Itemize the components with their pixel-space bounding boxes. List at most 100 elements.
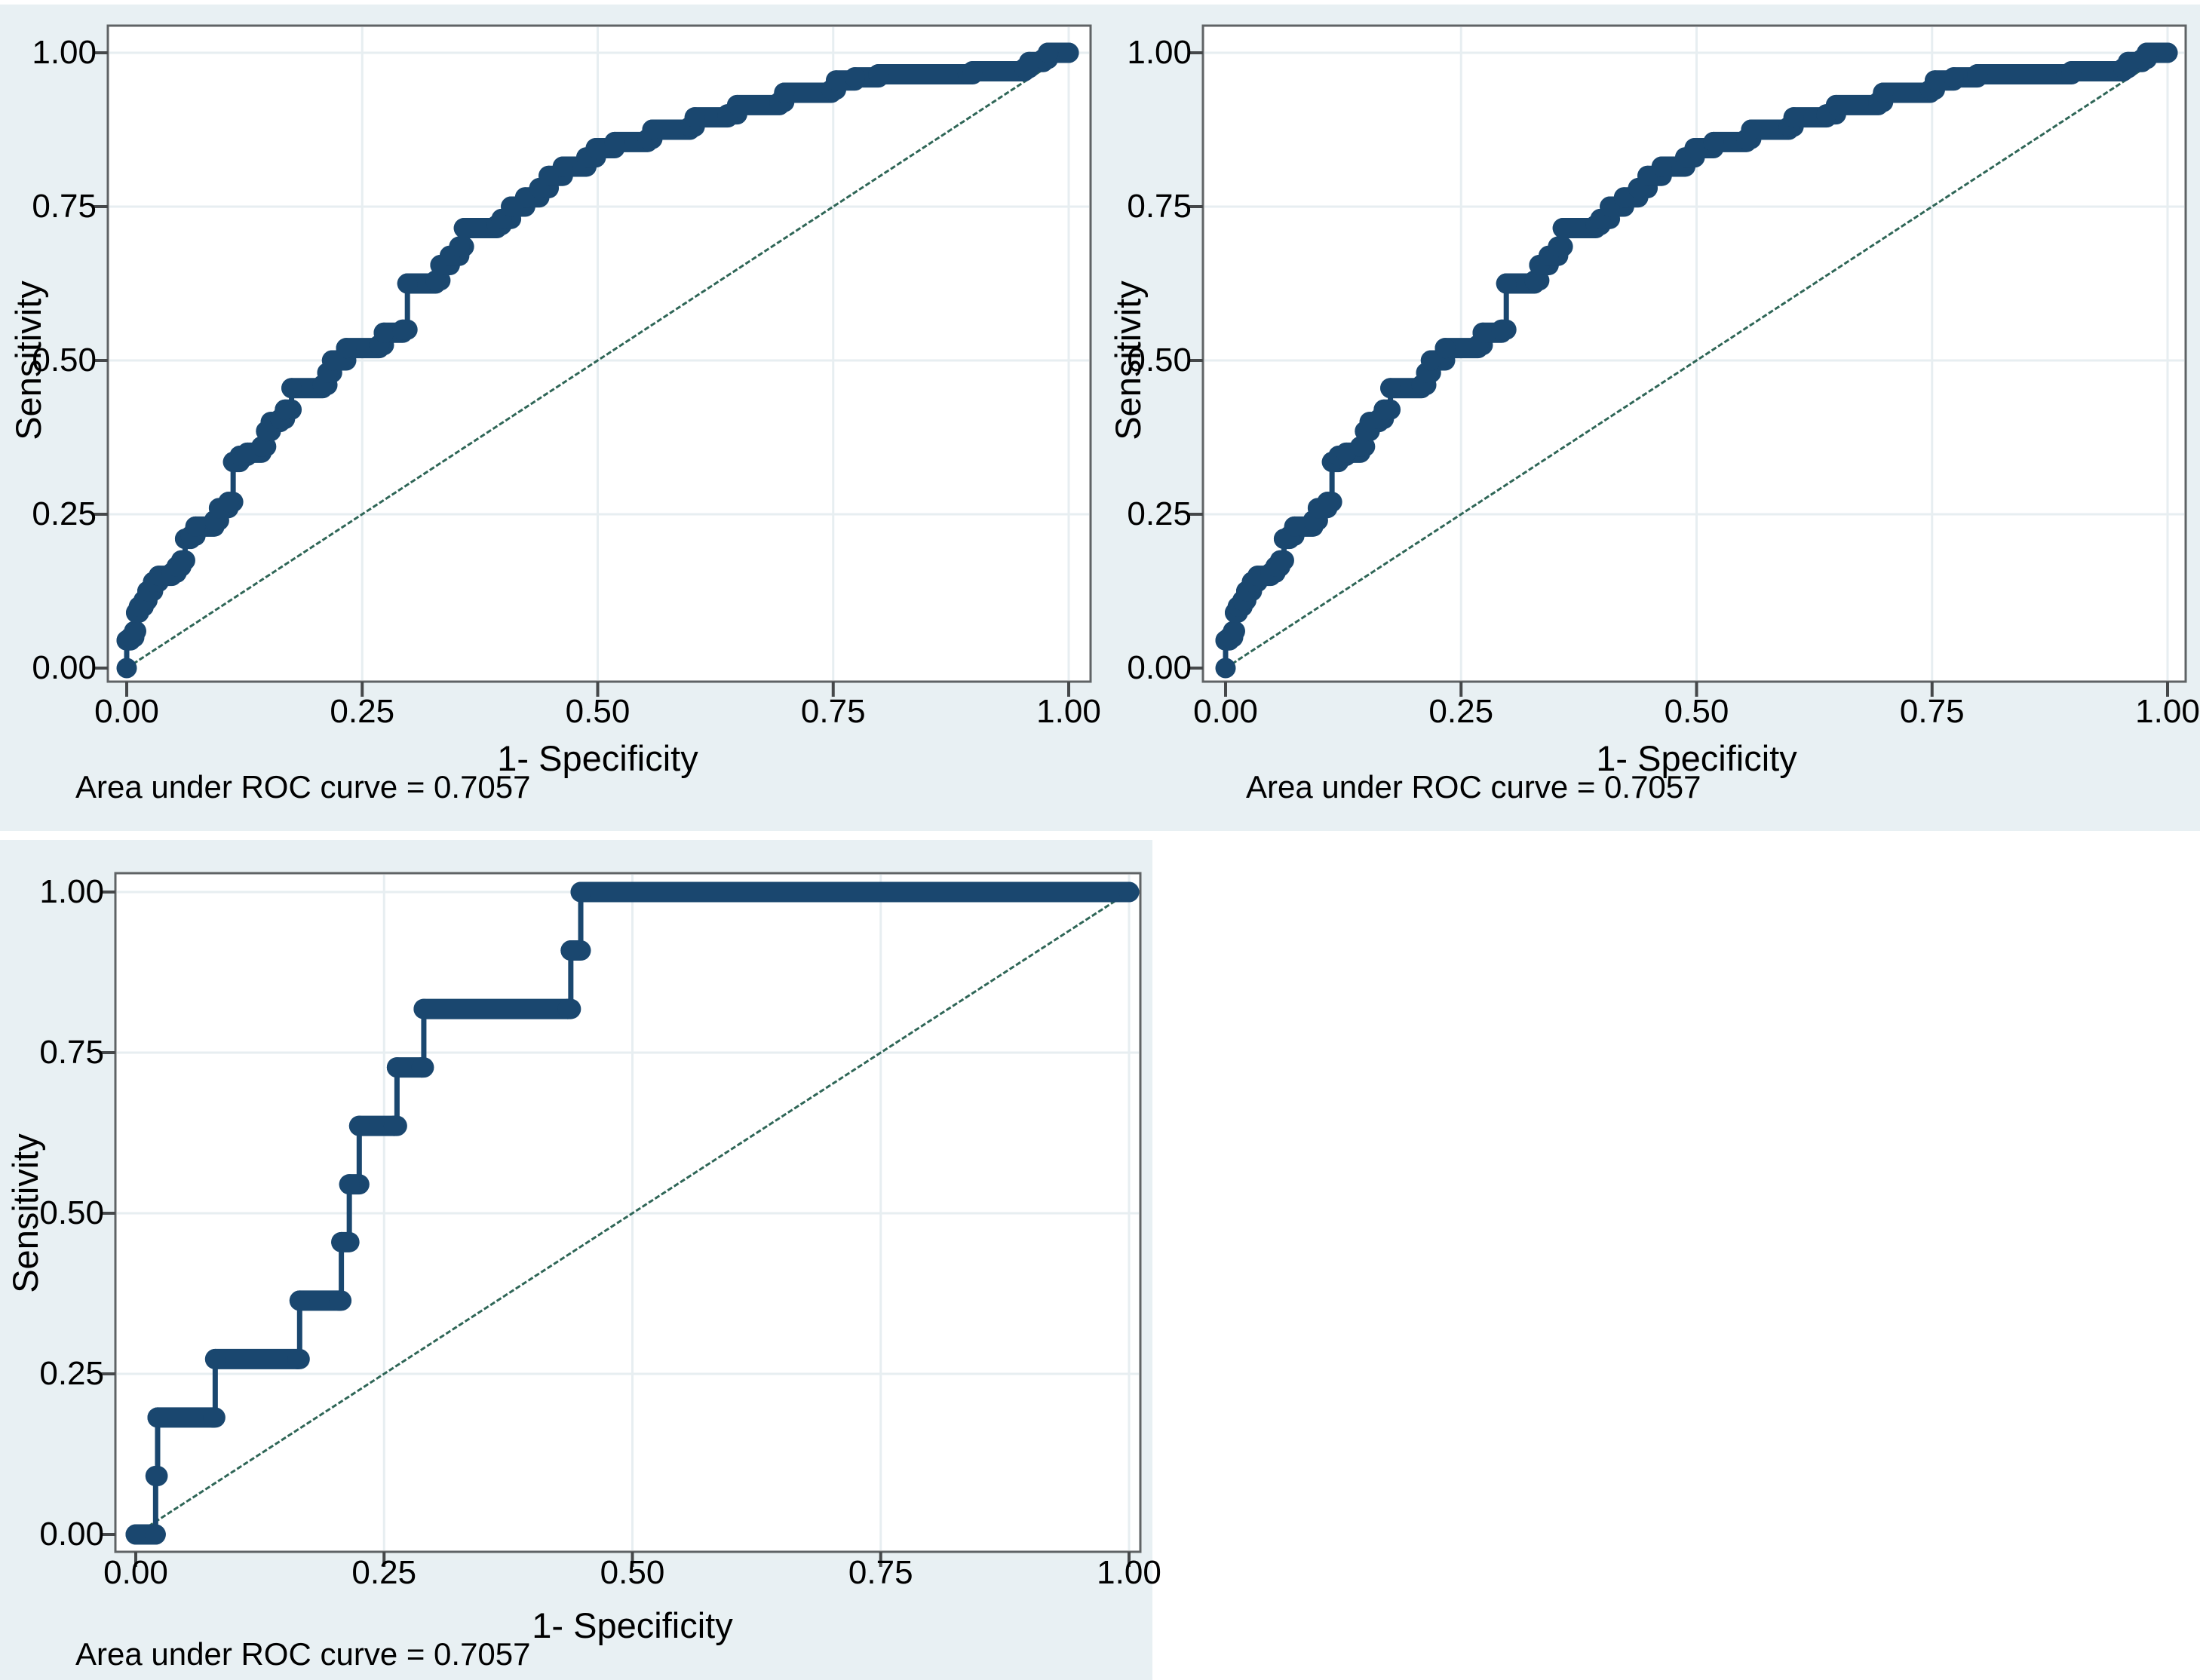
roc-data-point	[203, 1407, 224, 1428]
roc-data-point	[218, 492, 239, 513]
x-tick-label: 1.00	[1036, 693, 1101, 730]
roc-data-point	[386, 1057, 407, 1078]
roc-data-point	[339, 1174, 360, 1195]
roc-data-point	[1472, 322, 1493, 343]
roc-data-point	[329, 1290, 350, 1311]
roc-data-point	[774, 82, 795, 103]
x-tick-label: 0.50	[600, 1554, 665, 1591]
x-axis-title: 1- Specificity	[497, 738, 698, 778]
roc-curve	[1215, 42, 2178, 679]
roc-data-point	[2157, 42, 2178, 63]
roc-data-point	[392, 319, 413, 340]
roc-data-point	[289, 1290, 310, 1311]
roc-data-point	[281, 378, 302, 399]
y-tick-label: 0.00	[39, 1516, 104, 1553]
roc-data-point	[125, 1524, 146, 1545]
roc-data-point	[642, 119, 663, 140]
roc-data-point	[1215, 658, 1236, 679]
roc-data-point	[275, 399, 296, 420]
roc-data-point	[116, 658, 137, 679]
reference-line	[135, 891, 1130, 1536]
x-tick-label: 0.75	[1899, 693, 1965, 730]
y-tick-label: 0.75	[32, 188, 97, 225]
roc-data-point	[2137, 42, 2158, 63]
y-tick-label: 0.50	[32, 342, 97, 379]
roc-data-point	[147, 1407, 168, 1428]
roc-data-point	[1350, 436, 1371, 457]
x-tick-label: 0.00	[1193, 693, 1258, 730]
roc-data-point	[726, 94, 747, 115]
y-tick-label: 0.00	[1127, 649, 1192, 686]
roc-data-point	[413, 998, 434, 1019]
roc-data-point	[145, 1465, 166, 1486]
roc-data-point	[1496, 273, 1517, 294]
auc-caption: Area under ROC curve = 0.7057	[75, 1636, 531, 1672]
x-tick-label: 0.00	[103, 1554, 168, 1591]
y-axis-title: Sensitivity	[5, 1133, 45, 1293]
y-tick-label: 1.00	[32, 34, 97, 71]
y-tick-label: 1.00	[39, 873, 104, 910]
roc-data-point	[560, 940, 581, 961]
roc-data-point	[453, 218, 474, 239]
roc-data-point	[449, 236, 470, 257]
reference-line	[126, 51, 1069, 670]
roc-curve-connectors	[152, 889, 584, 1537]
roc-data-point	[557, 998, 578, 1019]
y-tick-label: 0.75	[39, 1034, 104, 1071]
x-tick-label: 0.75	[800, 693, 866, 730]
roc-data-point	[570, 881, 591, 903]
roc-data-point	[1284, 516, 1305, 537]
roc-data-point	[204, 1348, 226, 1369]
roc-data-point	[411, 1057, 432, 1078]
roc-data-point	[868, 64, 889, 85]
roc-data-point	[1783, 107, 1804, 128]
roc-data-point	[1269, 550, 1290, 571]
roc-data-point	[1703, 131, 1724, 152]
roc-data-point	[825, 70, 846, 91]
y-tick-label: 0.25	[1127, 495, 1192, 532]
y-tick-label: 0.50	[39, 1194, 104, 1231]
roc-data-point	[604, 131, 625, 152]
roc-data-point	[348, 1115, 370, 1136]
x-tick-label: 0.25	[351, 1554, 417, 1591]
roc-data-point	[1491, 319, 1512, 340]
y-tick-label: 0.25	[32, 495, 97, 532]
roc-data-point	[1825, 94, 1846, 115]
roc-data-point	[1434, 338, 1456, 359]
roc-data-point	[1058, 42, 1079, 63]
roc-plot	[1188, 24, 2187, 697]
roc-data-point	[1380, 378, 1401, 399]
roc-data-point	[552, 156, 573, 177]
roc-data-point	[1420, 350, 1441, 371]
roc-data-point	[1924, 70, 1945, 91]
roc-data-point	[684, 107, 705, 128]
x-tick-label: 0.00	[94, 693, 159, 730]
roc-data-point	[844, 67, 865, 88]
roc-plot	[100, 872, 1142, 1567]
y-tick-label: 0.50	[1127, 342, 1192, 379]
roc-data-point	[1684, 137, 1705, 158]
x-axis-title: 1- Specificity	[1596, 738, 1797, 778]
roc-data-point	[962, 60, 983, 81]
roc-data-point	[1038, 42, 1059, 63]
roc-data-point	[1317, 492, 1338, 513]
roc-data-point	[251, 436, 272, 457]
auc-caption: Area under ROC curve = 0.7057	[1246, 769, 1701, 805]
roc-data-point	[1548, 236, 1569, 257]
y-axis-title: Sensitivity	[8, 281, 48, 440]
x-tick-label: 0.50	[1664, 693, 1729, 730]
roc-data-point	[373, 322, 394, 343]
roc-data-point	[1524, 270, 1545, 291]
plot-area	[1201, 24, 2187, 683]
x-tick-label: 1.00	[1097, 1554, 1161, 1591]
y-tick-label: 0.00	[32, 649, 97, 686]
roc-data-point	[383, 1115, 404, 1136]
roc-data-point	[1741, 119, 1762, 140]
roc-data-point	[185, 516, 206, 537]
roc-data-point	[1373, 399, 1395, 420]
roc-data-point	[287, 1348, 308, 1369]
roc-data-point	[1967, 64, 1988, 85]
roc-data-point	[170, 550, 192, 571]
roc-figure-2: 0.00 0.25 0.50 0.75 1.00 0.00 0.25 0.50 0.75 1.00…	[1108, 5, 2200, 831]
